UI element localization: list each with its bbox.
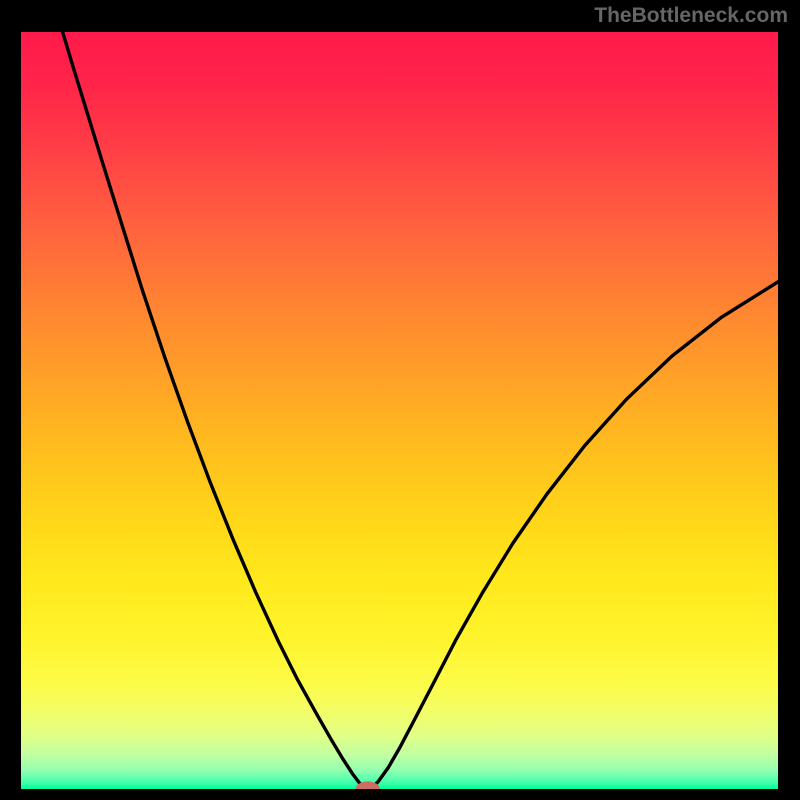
gradient-background bbox=[21, 32, 778, 789]
watermark-text: TheBottleneck.com bbox=[594, 4, 788, 28]
plot-area bbox=[21, 32, 778, 789]
chart-container: TheBottleneck.com bbox=[0, 0, 800, 800]
